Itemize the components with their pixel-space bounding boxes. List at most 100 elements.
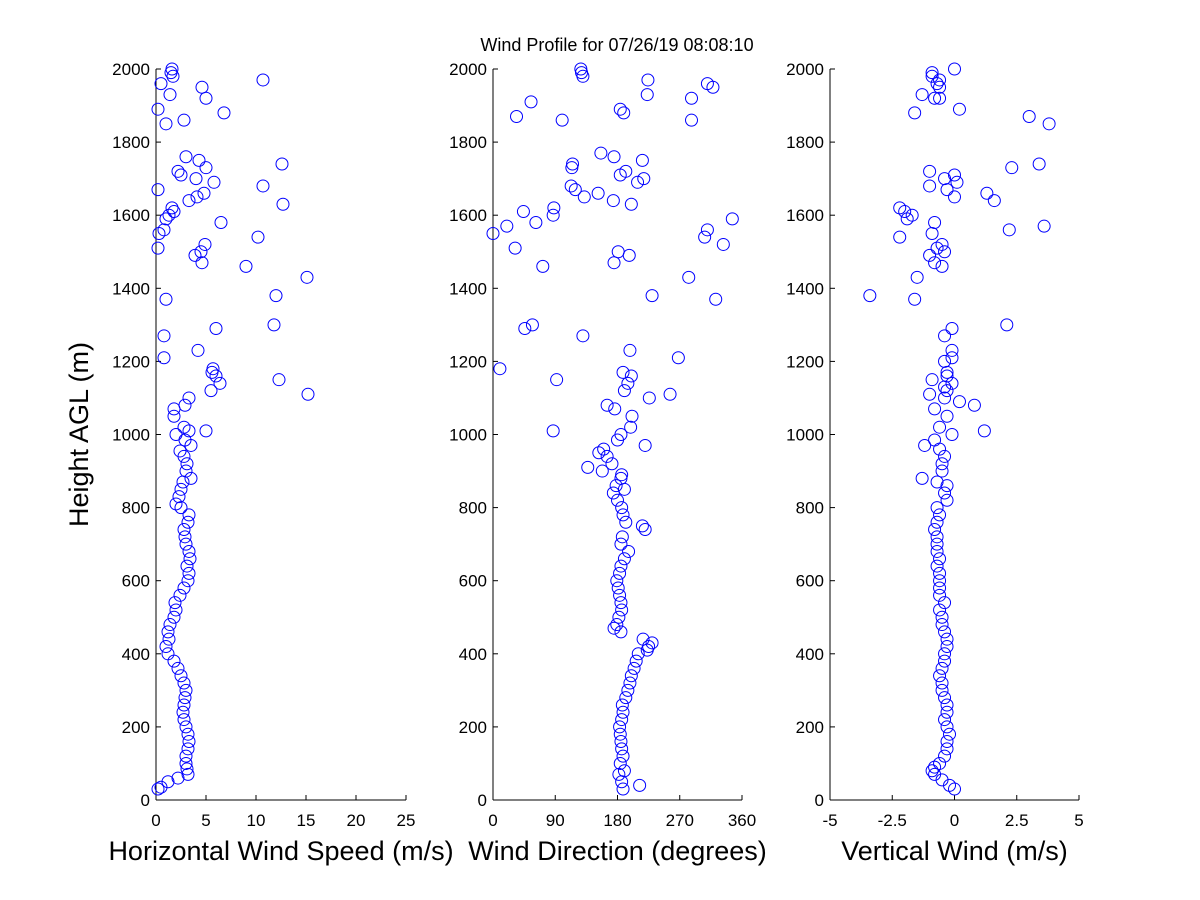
data-point	[177, 676, 191, 690]
data-point	[179, 749, 193, 763]
y-tick-label: 1000	[449, 426, 487, 445]
data-point	[180, 762, 194, 776]
data-point	[614, 735, 628, 749]
data-point	[923, 164, 937, 178]
data-point	[933, 581, 947, 595]
data-point	[938, 691, 952, 705]
data-point	[619, 515, 633, 529]
data-point	[930, 77, 944, 91]
data-point	[977, 424, 991, 438]
data-point	[574, 62, 588, 76]
x-tick-label: 0	[488, 811, 497, 830]
data-point	[935, 683, 949, 697]
data-point	[616, 782, 630, 796]
data-point	[493, 362, 507, 376]
data-point	[940, 639, 954, 653]
data-point	[209, 322, 223, 336]
data-point	[635, 519, 649, 533]
data-point	[159, 292, 173, 306]
data-point	[945, 322, 959, 336]
data-point	[923, 387, 937, 401]
data-point	[938, 449, 952, 463]
data-point	[616, 365, 630, 379]
data-point	[933, 603, 947, 617]
data-point	[925, 373, 939, 387]
data-point	[685, 91, 699, 105]
data-point	[938, 329, 952, 343]
data-point	[524, 95, 538, 109]
data-point	[256, 179, 270, 193]
horizontal-wind-speed-panel: 0 200 400 600 800 1000 1200 1400 1600 1800 2000 0 5 1…	[64, 60, 454, 866]
data-point	[276, 197, 290, 211]
data-point	[980, 186, 994, 200]
data-point	[616, 705, 630, 719]
data-point	[948, 190, 961, 204]
data-point	[192, 153, 206, 167]
data-point	[592, 446, 606, 460]
data-point	[613, 756, 627, 770]
data-point	[525, 318, 539, 332]
data-point	[157, 329, 171, 343]
data-point	[621, 376, 635, 390]
data-point	[940, 369, 954, 383]
data-point	[605, 457, 619, 471]
data-point	[945, 351, 959, 365]
data-point	[178, 530, 192, 544]
data-point	[199, 161, 213, 175]
horizontal-wind-speed-points	[151, 62, 315, 796]
data-point	[508, 241, 522, 255]
y-tick-label: 1200	[449, 352, 487, 371]
data-point	[179, 537, 193, 551]
data-point	[251, 230, 265, 244]
data-point	[613, 727, 627, 741]
data-point	[173, 444, 187, 458]
data-point	[213, 376, 227, 390]
data-point	[698, 230, 712, 244]
y-tick-label: 600	[459, 572, 487, 591]
data-point	[933, 80, 947, 94]
y-tick-label: 0	[478, 791, 487, 810]
data-point	[898, 205, 912, 219]
data-point	[267, 318, 281, 332]
data-point	[642, 391, 656, 405]
data-point	[1022, 110, 1036, 124]
data-point	[700, 77, 714, 91]
y-tick-label: 1400	[786, 279, 824, 298]
x-tick-label: 5	[1074, 811, 1083, 830]
y-tick-label: 1600	[449, 206, 487, 225]
data-point	[161, 625, 175, 639]
y-tick-label: 400	[796, 645, 824, 664]
data-point	[928, 91, 942, 105]
data-point	[182, 735, 196, 749]
data-point	[928, 433, 942, 447]
data-point	[600, 449, 614, 463]
data-point	[207, 175, 221, 189]
y-tick-label: 800	[796, 499, 824, 518]
data-point	[536, 259, 550, 273]
data-point	[935, 676, 949, 690]
y-tick-label: 1600	[786, 206, 824, 225]
data-point	[930, 241, 944, 255]
data-point	[182, 391, 196, 405]
data-point	[161, 775, 175, 789]
data-point	[546, 208, 560, 222]
data-point	[952, 102, 966, 116]
data-point	[550, 373, 564, 387]
y-tick-label: 800	[122, 499, 150, 518]
data-point	[182, 566, 196, 580]
data-point	[645, 289, 659, 303]
data-point	[930, 501, 944, 515]
data-point	[613, 720, 627, 734]
data-point	[933, 73, 947, 87]
data-point	[510, 110, 524, 124]
data-point	[613, 588, 627, 602]
data-point	[636, 632, 650, 646]
data-point	[938, 713, 952, 727]
data-point	[595, 464, 609, 478]
y-tick-label: 1400	[449, 279, 487, 298]
data-point	[915, 471, 929, 485]
y-tick-label: 0	[141, 791, 150, 810]
data-point	[663, 387, 677, 401]
data-point	[928, 760, 942, 774]
